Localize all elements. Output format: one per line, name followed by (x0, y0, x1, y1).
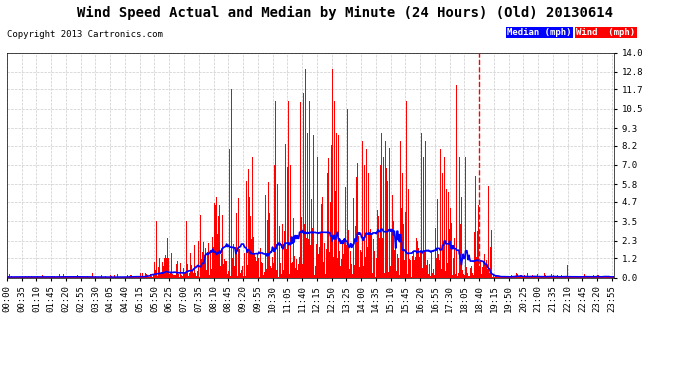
Text: Copyright 2013 Cartronics.com: Copyright 2013 Cartronics.com (7, 30, 163, 39)
Text: Wind  (mph): Wind (mph) (576, 28, 635, 37)
Text: Median (mph): Median (mph) (507, 28, 571, 37)
Text: Wind Speed Actual and Median by Minute (24 Hours) (Old) 20130614: Wind Speed Actual and Median by Minute (… (77, 6, 613, 20)
